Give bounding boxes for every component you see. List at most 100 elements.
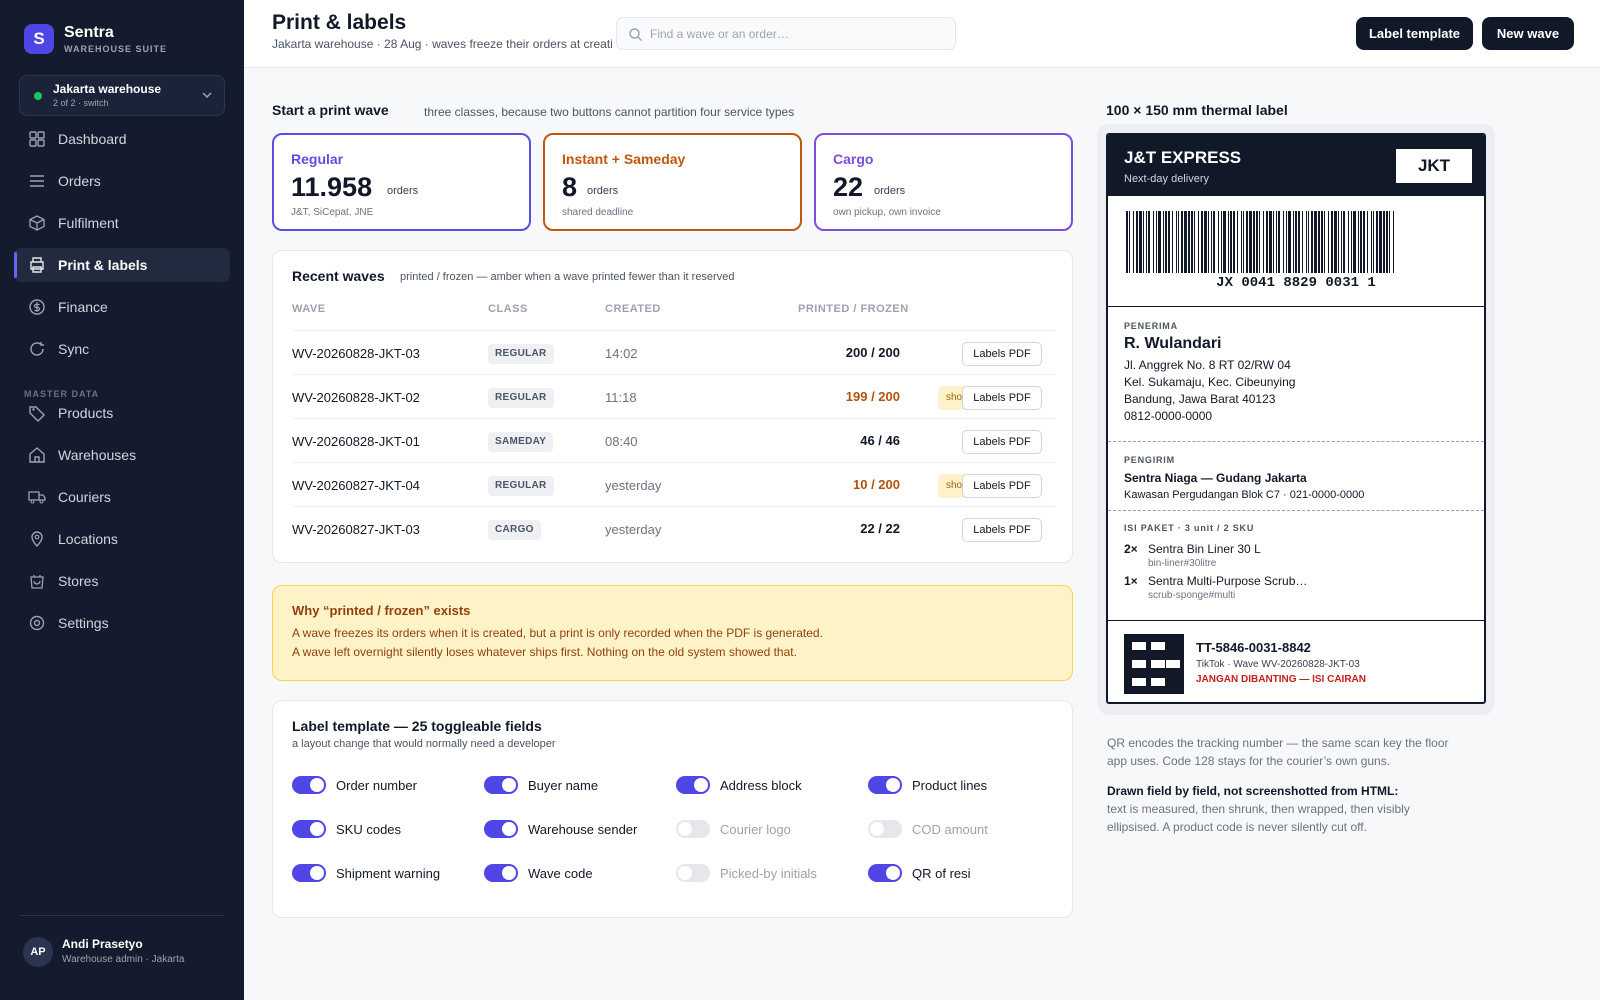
printed-frozen: 10 / 200 (853, 477, 900, 492)
label-template-button[interactable]: Label template (1356, 17, 1473, 50)
table-row: WV-20260828-JKT-02 REGULAR 11:18 199 / 2… (292, 374, 1056, 418)
nav-item-locations[interactable]: Locations (14, 522, 230, 556)
warehouse-name: Jakarta warehouse (53, 82, 162, 96)
toggle-wave-code[interactable]: Wave code (484, 864, 593, 882)
search-input[interactable] (650, 18, 950, 49)
header: Print & labels Jakarta warehouse · 28 Au… (244, 0, 1600, 68)
qr-code-icon (1124, 634, 1184, 694)
brand-logo: S (24, 24, 54, 54)
nav-item-finance[interactable]: Finance (14, 290, 230, 324)
template-title: Label template — 25 toggleable fields (292, 718, 542, 734)
recipient-phone: 0812-0000-0000 (1124, 409, 1213, 423)
toggle-qr-of-resi[interactable]: QR of resi (868, 864, 971, 882)
nav-item-sync[interactable]: Sync (14, 332, 230, 366)
toggle-address-block[interactable]: Address block (676, 776, 802, 794)
labels-pdf-button[interactable]: Labels PDF (962, 430, 1042, 454)
new-wave-button[interactable]: New wave (1482, 17, 1574, 50)
toggle-picked-by-initials[interactable]: Picked-by initials (676, 864, 817, 882)
recipient-name: R. Wulandari (1124, 335, 1222, 352)
wave-id[interactable]: WV-20260828-JKT-02 (292, 390, 420, 405)
nav-item-couriers[interactable]: Couriers (14, 480, 230, 514)
labels-pdf-button[interactable]: Labels PDF (962, 386, 1042, 410)
labels-pdf-button[interactable]: Labels PDF (962, 474, 1042, 498)
page-subtitle: Jakarta warehouse · 28 Aug · waves freez… (272, 37, 612, 51)
nav-item-print-labels[interactable]: Print & labels (14, 248, 230, 282)
chevron-down-icon (202, 92, 212, 99)
toggle-cod-amount[interactable]: COD amount (868, 820, 988, 838)
nav-label: Stores (58, 573, 99, 589)
labels-pdf-button[interactable]: Labels PDF (962, 342, 1042, 366)
user-role: Warehouse admin · Jakarta (62, 954, 185, 965)
labels-pdf-button[interactable]: Labels PDF (962, 518, 1042, 542)
toggle-label: Shipment warning (336, 865, 441, 881)
nav-item-products[interactable]: Products (14, 396, 230, 430)
created-time: 11:18 (605, 390, 637, 405)
order-unit: orders (874, 185, 906, 197)
toggle-label: Address block (720, 777, 802, 793)
col-printed-frozen: PRINTED / FROZEN (798, 303, 909, 315)
contents-caption: ISI PAKET · 3 unit / 2 SKU (1124, 523, 1255, 533)
wave-id[interactable]: WV-20260827-JKT-04 (292, 478, 420, 493)
order-count: 8 (562, 172, 578, 202)
wave-card-instant-sameday[interactable]: Instant + Sameday 8 orders shared deadli… (543, 133, 802, 231)
start-wave-title: Start a print wave (272, 102, 389, 118)
dollar-icon (29, 299, 45, 315)
toggle-courier-logo[interactable]: Courier logo (676, 820, 791, 838)
warehouse-switcher[interactable]: Jakarta warehouse 2 of 2 · switch (19, 75, 225, 116)
recipient-caption: PENERIMA (1124, 321, 1178, 331)
class-badge: SAMEDAY (488, 432, 554, 452)
wave-class-name: Instant + Sameday (562, 151, 686, 167)
hub-code: JKT (1396, 149, 1472, 183)
wave-class-desc: own pickup, own invoice (833, 207, 941, 218)
toggle-sku-codes[interactable]: SKU codes (292, 820, 401, 838)
wave-card-cargo[interactable]: Cargo 22 orders own pickup, own invoice (814, 133, 1073, 231)
wave-id[interactable]: WV-20260827-JKT-03 (292, 522, 420, 537)
wave-id[interactable]: WV-20260828-JKT-01 (292, 434, 420, 449)
toggle-label: Courier logo (720, 821, 791, 837)
status-dot (34, 92, 42, 100)
drawn-note-title: Drawn field by field, not screenshotted … (1107, 784, 1399, 798)
created-time: yesterday (605, 522, 662, 537)
label-template-panel: Label template — 25 toggleable fields a … (272, 700, 1073, 918)
wave-class-name: Cargo (833, 151, 874, 167)
recent-waves-hint: printed / frozen — amber when a wave pri… (400, 271, 735, 283)
avatar[interactable]: AP (23, 937, 53, 967)
order-meta: TikTok · Wave WV-20260828-JKT-03 (1196, 659, 1360, 670)
toggle-warehouse-sender[interactable]: Warehouse sender (484, 820, 637, 838)
recipient-address-2: Kel. Sukamaju, Kec. Cibeunying (1124, 375, 1296, 389)
start-wave-hint: three classes, because two buttons canno… (424, 105, 795, 119)
nav-item-dashboard[interactable]: Dashboard (14, 122, 230, 156)
nav-item-stores[interactable]: Stores (14, 564, 230, 598)
label-preview-title: 100 × 150 mm thermal label (1106, 102, 1288, 118)
table-row: WV-20260828-JKT-03 REGULAR 14:02 200 / 2… (292, 330, 1056, 374)
line-sku: bin-liner#30litre (1148, 558, 1217, 569)
toggle-buyer-name[interactable]: Buyer name (484, 776, 598, 794)
toggle-order-number[interactable]: Order number (292, 776, 417, 794)
table-row: WV-20260827-JKT-04 REGULAR yesterday 10 … (292, 462, 1056, 506)
table-row: WV-20260827-JKT-03 CARGO yesterday 22 / … (292, 506, 1056, 550)
nav-label: Warehouses (58, 447, 137, 463)
wave-class-desc: J&T, SiCepat, JNE (291, 207, 374, 218)
nav-label: Finance (58, 299, 108, 315)
store-icon (30, 575, 44, 589)
wave-card-regular[interactable]: Regular 11.958 orders J&T, SiCepat, JNE (272, 133, 531, 231)
nav-item-settings[interactable]: Settings (14, 606, 230, 640)
toggle-product-lines[interactable]: Product lines (868, 776, 987, 794)
toggle-shipment-warning[interactable]: Shipment warning (292, 864, 440, 882)
toggle-label: Buyer name (528, 777, 599, 793)
recipient-address-3: Bandung, Jawa Barat 40123 (1124, 392, 1276, 406)
nav-item-fulfilment[interactable]: Fulfilment (14, 206, 230, 240)
created-time: 14:02 (605, 346, 638, 361)
wave-id[interactable]: WV-20260828-JKT-03 (292, 346, 420, 361)
home-icon (29, 447, 45, 463)
class-badge: REGULAR (488, 476, 554, 496)
class-badge: REGULAR (488, 344, 554, 364)
nav-item-orders[interactable]: Orders (14, 164, 230, 198)
brand-subtitle: WAREHOUSE SUITE (64, 44, 168, 54)
grid-icon (29, 131, 45, 147)
sender-address: Kawasan Pergudangan Blok C7 · 021-0000-0… (1124, 489, 1365, 501)
shipment-warning: JANGAN DIBANTING — ISI CAIRAN (1196, 674, 1367, 685)
search-box[interactable] (616, 17, 956, 50)
nav-label: Locations (58, 531, 118, 547)
nav-item-warehouses[interactable]: Warehouses (14, 438, 230, 472)
